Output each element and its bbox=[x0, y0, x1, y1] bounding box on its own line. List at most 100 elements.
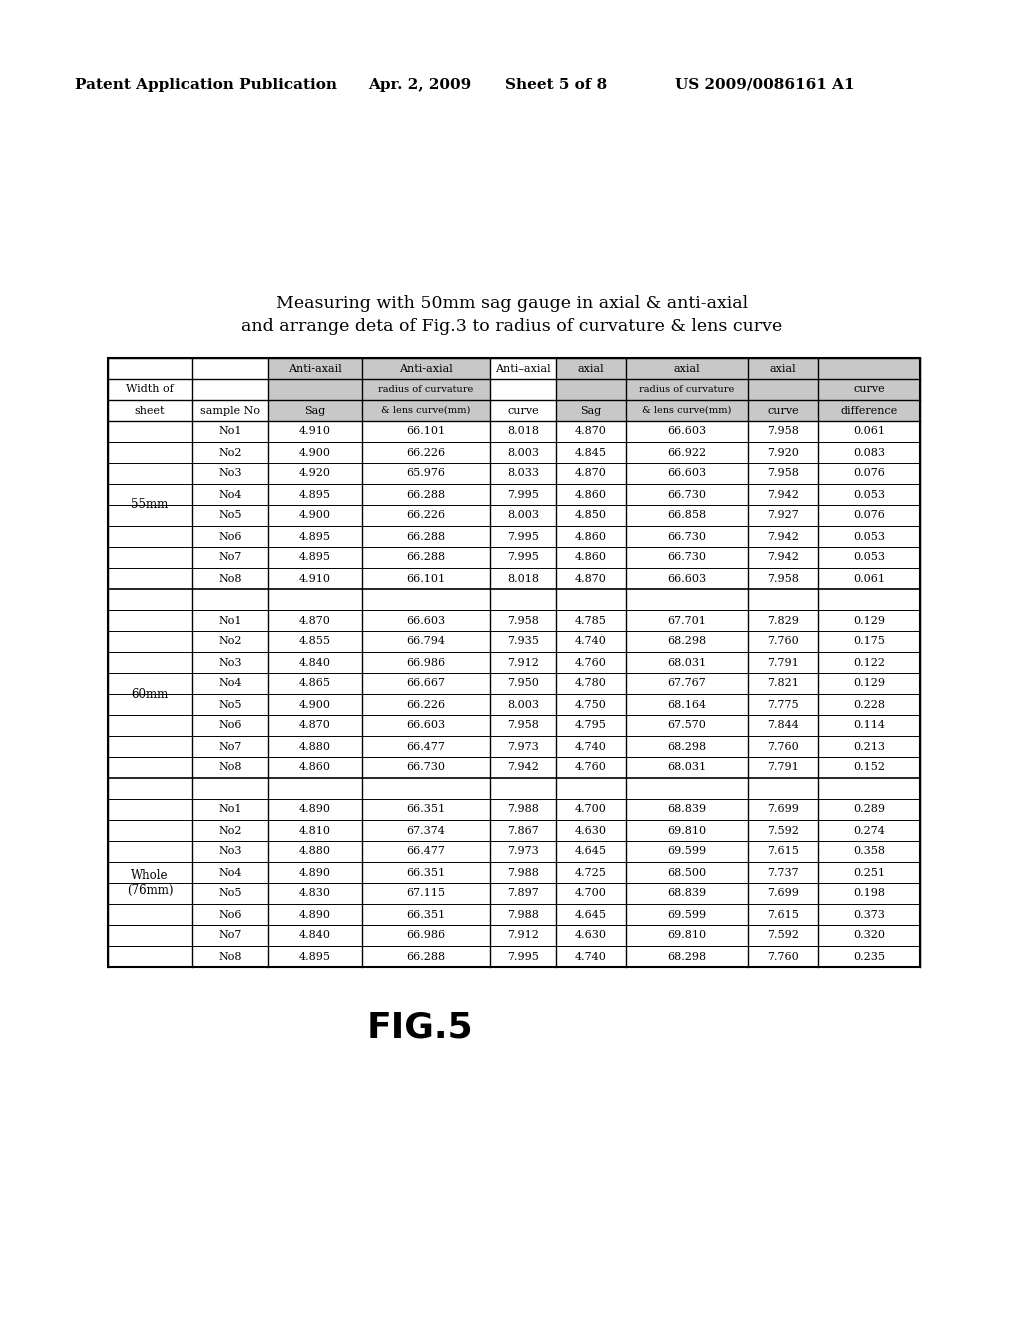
Text: 69.810: 69.810 bbox=[668, 825, 707, 836]
Text: 7.737: 7.737 bbox=[767, 867, 799, 878]
Text: 4.850: 4.850 bbox=[575, 511, 607, 520]
Text: No5: No5 bbox=[218, 511, 242, 520]
Text: No5: No5 bbox=[218, 888, 242, 899]
Text: 4.860: 4.860 bbox=[575, 532, 607, 541]
Text: 7.942: 7.942 bbox=[767, 532, 799, 541]
Text: 4.750: 4.750 bbox=[575, 700, 607, 710]
Text: 66.603: 66.603 bbox=[668, 469, 707, 479]
Text: 68.839: 68.839 bbox=[668, 888, 707, 899]
Text: axial: axial bbox=[578, 363, 604, 374]
Text: 4.645: 4.645 bbox=[575, 909, 607, 920]
Text: 4.870: 4.870 bbox=[299, 721, 331, 730]
Bar bbox=[818, 358, 920, 421]
Text: 7.760: 7.760 bbox=[767, 636, 799, 647]
Text: 4.740: 4.740 bbox=[575, 742, 607, 751]
Text: 7.897: 7.897 bbox=[507, 888, 539, 899]
Text: Sag: Sag bbox=[304, 405, 326, 416]
Text: No6: No6 bbox=[218, 532, 242, 541]
Text: 0.053: 0.053 bbox=[853, 553, 885, 562]
Text: No3: No3 bbox=[218, 657, 242, 668]
Text: 0.061: 0.061 bbox=[853, 573, 885, 583]
Text: 7.973: 7.973 bbox=[507, 742, 539, 751]
Text: 0.053: 0.053 bbox=[853, 490, 885, 499]
Text: 7.912: 7.912 bbox=[507, 657, 539, 668]
Text: 66.101: 66.101 bbox=[407, 426, 445, 437]
Text: 69.599: 69.599 bbox=[668, 846, 707, 857]
Text: 0.076: 0.076 bbox=[853, 511, 885, 520]
Text: 4.895: 4.895 bbox=[299, 553, 331, 562]
Text: 7.760: 7.760 bbox=[767, 742, 799, 751]
Text: curve: curve bbox=[853, 384, 885, 395]
Text: 67.701: 67.701 bbox=[668, 615, 707, 626]
Text: 0.198: 0.198 bbox=[853, 888, 885, 899]
Text: 4.870: 4.870 bbox=[299, 615, 331, 626]
Bar bbox=[268, 358, 362, 421]
Text: 8.018: 8.018 bbox=[507, 573, 539, 583]
Text: 0.274: 0.274 bbox=[853, 825, 885, 836]
Text: US 2009/0086161 A1: US 2009/0086161 A1 bbox=[675, 78, 855, 92]
Bar bbox=[108, 358, 920, 968]
Text: 7.927: 7.927 bbox=[767, 511, 799, 520]
Text: 4.630: 4.630 bbox=[575, 825, 607, 836]
Text: 0.175: 0.175 bbox=[853, 636, 885, 647]
Text: 0.251: 0.251 bbox=[853, 867, 885, 878]
Text: Sag: Sag bbox=[581, 405, 602, 416]
Text: 8.003: 8.003 bbox=[507, 511, 539, 520]
Text: Patent Application Publication: Patent Application Publication bbox=[75, 78, 337, 92]
Text: 4.880: 4.880 bbox=[299, 846, 331, 857]
Text: 4.910: 4.910 bbox=[299, 573, 331, 583]
Text: 7.958: 7.958 bbox=[507, 615, 539, 626]
Text: No1: No1 bbox=[218, 804, 242, 814]
Text: 8.003: 8.003 bbox=[507, 700, 539, 710]
Text: 7.950: 7.950 bbox=[507, 678, 539, 689]
Text: No6: No6 bbox=[218, 909, 242, 920]
Text: sheet: sheet bbox=[135, 405, 165, 416]
Text: 0.228: 0.228 bbox=[853, 700, 885, 710]
Text: 66.667: 66.667 bbox=[407, 678, 445, 689]
Text: 0.320: 0.320 bbox=[853, 931, 885, 940]
Text: 7.958: 7.958 bbox=[767, 426, 799, 437]
Text: 66.730: 66.730 bbox=[668, 532, 707, 541]
Text: 66.603: 66.603 bbox=[668, 426, 707, 437]
Text: 66.986: 66.986 bbox=[407, 657, 445, 668]
Text: 7.760: 7.760 bbox=[767, 952, 799, 961]
Text: 7.942: 7.942 bbox=[767, 490, 799, 499]
Text: 55mm: 55mm bbox=[131, 499, 169, 511]
Text: 7.699: 7.699 bbox=[767, 888, 799, 899]
Text: No7: No7 bbox=[218, 931, 242, 940]
Text: 4.890: 4.890 bbox=[299, 867, 331, 878]
Text: 4.895: 4.895 bbox=[299, 490, 331, 499]
Text: No2: No2 bbox=[218, 636, 242, 647]
Text: 4.870: 4.870 bbox=[575, 573, 607, 583]
Text: 4.810: 4.810 bbox=[299, 825, 331, 836]
Text: 4.740: 4.740 bbox=[575, 952, 607, 961]
Text: 67.570: 67.570 bbox=[668, 721, 707, 730]
Text: No5: No5 bbox=[218, 700, 242, 710]
Text: 0.053: 0.053 bbox=[853, 532, 885, 541]
Text: 0.129: 0.129 bbox=[853, 615, 885, 626]
Bar bbox=[626, 358, 748, 421]
Text: 4.700: 4.700 bbox=[575, 888, 607, 899]
Text: 0.213: 0.213 bbox=[853, 742, 885, 751]
Text: 4.795: 4.795 bbox=[575, 721, 607, 730]
Text: Whole
(76mm): Whole (76mm) bbox=[127, 869, 173, 898]
Text: 4.860: 4.860 bbox=[299, 763, 331, 772]
Text: 0.083: 0.083 bbox=[853, 447, 885, 458]
Text: 4.865: 4.865 bbox=[299, 678, 331, 689]
Text: No3: No3 bbox=[218, 846, 242, 857]
Text: 67.115: 67.115 bbox=[407, 888, 445, 899]
Text: 4.740: 4.740 bbox=[575, 636, 607, 647]
Text: Apr. 2, 2009: Apr. 2, 2009 bbox=[368, 78, 471, 92]
Text: 4.725: 4.725 bbox=[575, 867, 607, 878]
Text: 68.298: 68.298 bbox=[668, 636, 707, 647]
Text: 4.910: 4.910 bbox=[299, 426, 331, 437]
Text: 0.373: 0.373 bbox=[853, 909, 885, 920]
Text: 4.895: 4.895 bbox=[299, 532, 331, 541]
Text: and arrange deta of Fig.3 to radius of curvature & lens curve: and arrange deta of Fig.3 to radius of c… bbox=[242, 318, 782, 335]
Text: Sheet 5 of 8: Sheet 5 of 8 bbox=[505, 78, 607, 92]
Text: 69.599: 69.599 bbox=[668, 909, 707, 920]
Text: 66.351: 66.351 bbox=[407, 804, 445, 814]
Text: 4.895: 4.895 bbox=[299, 952, 331, 961]
Text: 8.033: 8.033 bbox=[507, 469, 539, 479]
Text: 66.288: 66.288 bbox=[407, 532, 445, 541]
